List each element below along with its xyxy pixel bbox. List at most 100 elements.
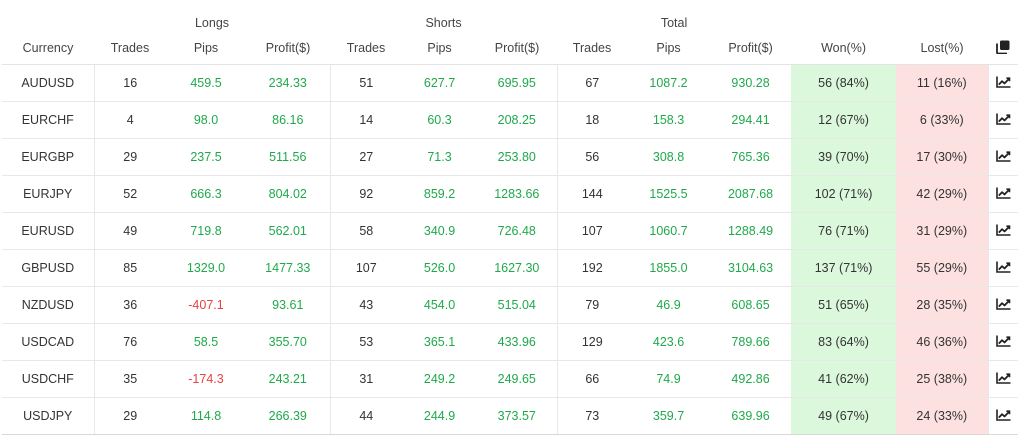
cell-short-trades: 92 xyxy=(330,175,403,213)
cell-short-profit: 695.95 xyxy=(477,64,558,102)
cell-short-profit: 1627.30 xyxy=(477,249,558,287)
cell-total-profit: 639.96 xyxy=(710,397,792,435)
cell-long-trades: 4 xyxy=(94,101,166,139)
table-row: EURCHF 4 98.0 86.16 14 60.3 208.25 18 158.3 294.4… xyxy=(2,101,1019,139)
chart-line-icon xyxy=(995,150,1011,165)
cell-total-trades: 66 xyxy=(557,360,628,398)
chart-line-icon xyxy=(995,76,1011,91)
cell-total-pips: 1525.5 xyxy=(627,175,711,213)
cell-short-pips: 859.2 xyxy=(402,175,478,213)
cell-total-trades: 73 xyxy=(557,397,628,435)
cell-short-trades: 107 xyxy=(330,249,403,287)
cell-short-pips: 71.3 xyxy=(402,138,478,176)
cell-short-profit: 1283.66 xyxy=(477,175,558,213)
chart-button[interactable] xyxy=(987,323,1019,361)
cell-lost: 55 (29%) xyxy=(896,249,989,287)
cell-short-profit: 726.48 xyxy=(477,212,558,250)
cell-long-profit: 562.01 xyxy=(246,212,331,250)
cell-total-pips: 74.9 xyxy=(627,360,711,398)
cell-short-profit: 253.80 xyxy=(477,138,558,176)
cell-total-pips: 46.9 xyxy=(627,286,711,324)
table-row: USDJPY 29 114.8 266.39 44 244.9 373.57 73 359.7 6… xyxy=(2,397,1019,435)
chart-line-icon xyxy=(995,224,1011,239)
cell-long-pips: -407.1 xyxy=(166,286,246,324)
cell-long-trades: 85 xyxy=(94,249,166,287)
cell-short-pips: 526.0 xyxy=(402,249,478,287)
cell-long-trades: 29 xyxy=(94,138,166,176)
chart-button[interactable] xyxy=(987,286,1019,324)
cell-currency: EURGBP xyxy=(2,138,95,176)
copy-button[interactable] xyxy=(988,32,1019,65)
cell-total-trades: 144 xyxy=(557,175,628,213)
chart-button[interactable] xyxy=(987,249,1019,287)
cell-short-pips: 365.1 xyxy=(402,323,478,361)
cell-short-profit: 249.65 xyxy=(477,360,558,398)
cell-long-pips: 58.5 xyxy=(166,323,246,361)
cell-won: 137 (71%) xyxy=(791,249,897,287)
cell-won: 102 (71%) xyxy=(791,175,897,213)
cell-short-pips: 249.2 xyxy=(402,360,478,398)
cell-total-profit: 789.66 xyxy=(710,323,792,361)
cell-won: 51 (65%) xyxy=(791,286,897,324)
copy-icon xyxy=(996,40,1010,57)
cell-currency: EURUSD xyxy=(2,212,95,250)
table-row: EURJPY 52 666.3 804.02 92 859.2 1283.66 144 1525… xyxy=(2,175,1019,213)
cell-long-profit: 355.70 xyxy=(246,323,331,361)
col-total-profit: Profit($) xyxy=(710,32,792,65)
chart-button[interactable] xyxy=(987,64,1019,102)
col-total-pips: Pips xyxy=(627,32,711,65)
group-spacer xyxy=(2,0,94,32)
column-header-row: Currency Trades Pips Profit($) Trades Pi… xyxy=(2,32,1019,65)
chart-button[interactable] xyxy=(987,212,1019,250)
cell-long-profit: 86.16 xyxy=(246,101,331,139)
table-row: AUDUSD 16 459.5 234.33 51 627.7 695.95 67 1087.2… xyxy=(2,64,1019,102)
cell-long-trades: 52 xyxy=(94,175,166,213)
cell-lost: 11 (16%) xyxy=(896,64,989,102)
cell-won: 56 (84%) xyxy=(791,64,897,102)
cell-short-trades: 44 xyxy=(330,397,403,435)
cell-long-profit: 1477.33 xyxy=(246,249,331,287)
col-total-trades: Trades xyxy=(557,32,628,65)
cell-long-pips: 459.5 xyxy=(166,64,246,102)
cell-lost: 6 (33%) xyxy=(896,101,989,139)
cell-total-trades: 18 xyxy=(557,101,628,139)
cell-total-pips: 1087.2 xyxy=(627,64,711,102)
cell-lost: 24 (33%) xyxy=(896,397,989,435)
cell-long-profit: 511.56 xyxy=(246,138,331,176)
cell-long-trades: 35 xyxy=(94,360,166,398)
cell-total-trades: 56 xyxy=(557,138,628,176)
group-header-row: Longs Shorts Total xyxy=(2,0,1018,32)
chart-button[interactable] xyxy=(987,360,1019,398)
group-shorts: Shorts xyxy=(425,16,462,30)
chart-button[interactable] xyxy=(987,101,1019,139)
table-row: EURUSD 49 719.8 562.01 58 340.9 726.48 107 1060.… xyxy=(2,212,1019,250)
table-row: EURGBP 29 237.5 511.56 27 71.3 253.80 56 308.8 76… xyxy=(2,138,1019,176)
cell-long-pips: 666.3 xyxy=(166,175,246,213)
cell-long-trades: 36 xyxy=(94,286,166,324)
cell-lost: 31 (29%) xyxy=(896,212,989,250)
cell-short-trades: 58 xyxy=(330,212,403,250)
cell-long-pips: 237.5 xyxy=(166,138,246,176)
cell-currency: GBPUSD xyxy=(2,249,95,287)
cell-long-pips: 114.8 xyxy=(166,397,246,435)
cell-short-profit: 433.96 xyxy=(477,323,558,361)
cell-total-profit: 1288.49 xyxy=(710,212,792,250)
chart-button[interactable] xyxy=(987,175,1019,213)
chart-button[interactable] xyxy=(987,138,1019,176)
cell-total-profit: 608.65 xyxy=(710,286,792,324)
cell-currency: AUDUSD xyxy=(2,64,95,102)
cell-short-trades: 27 xyxy=(330,138,403,176)
cell-short-profit: 373.57 xyxy=(477,397,558,435)
cell-won: 12 (67%) xyxy=(791,101,897,139)
chart-line-icon xyxy=(995,372,1011,387)
table-row: USDCHF 35 -174.3 243.21 31 249.2 249.65 66 74.9 4… xyxy=(2,360,1019,398)
col-short-trades: Trades xyxy=(330,32,403,65)
cell-lost: 17 (30%) xyxy=(896,138,989,176)
cell-total-profit: 3104.63 xyxy=(710,249,792,287)
cell-short-pips: 60.3 xyxy=(402,101,478,139)
chart-button[interactable] xyxy=(987,397,1019,435)
cell-total-trades: 79 xyxy=(557,286,628,324)
cell-long-trades: 49 xyxy=(94,212,166,250)
cell-total-trades: 107 xyxy=(557,212,628,250)
